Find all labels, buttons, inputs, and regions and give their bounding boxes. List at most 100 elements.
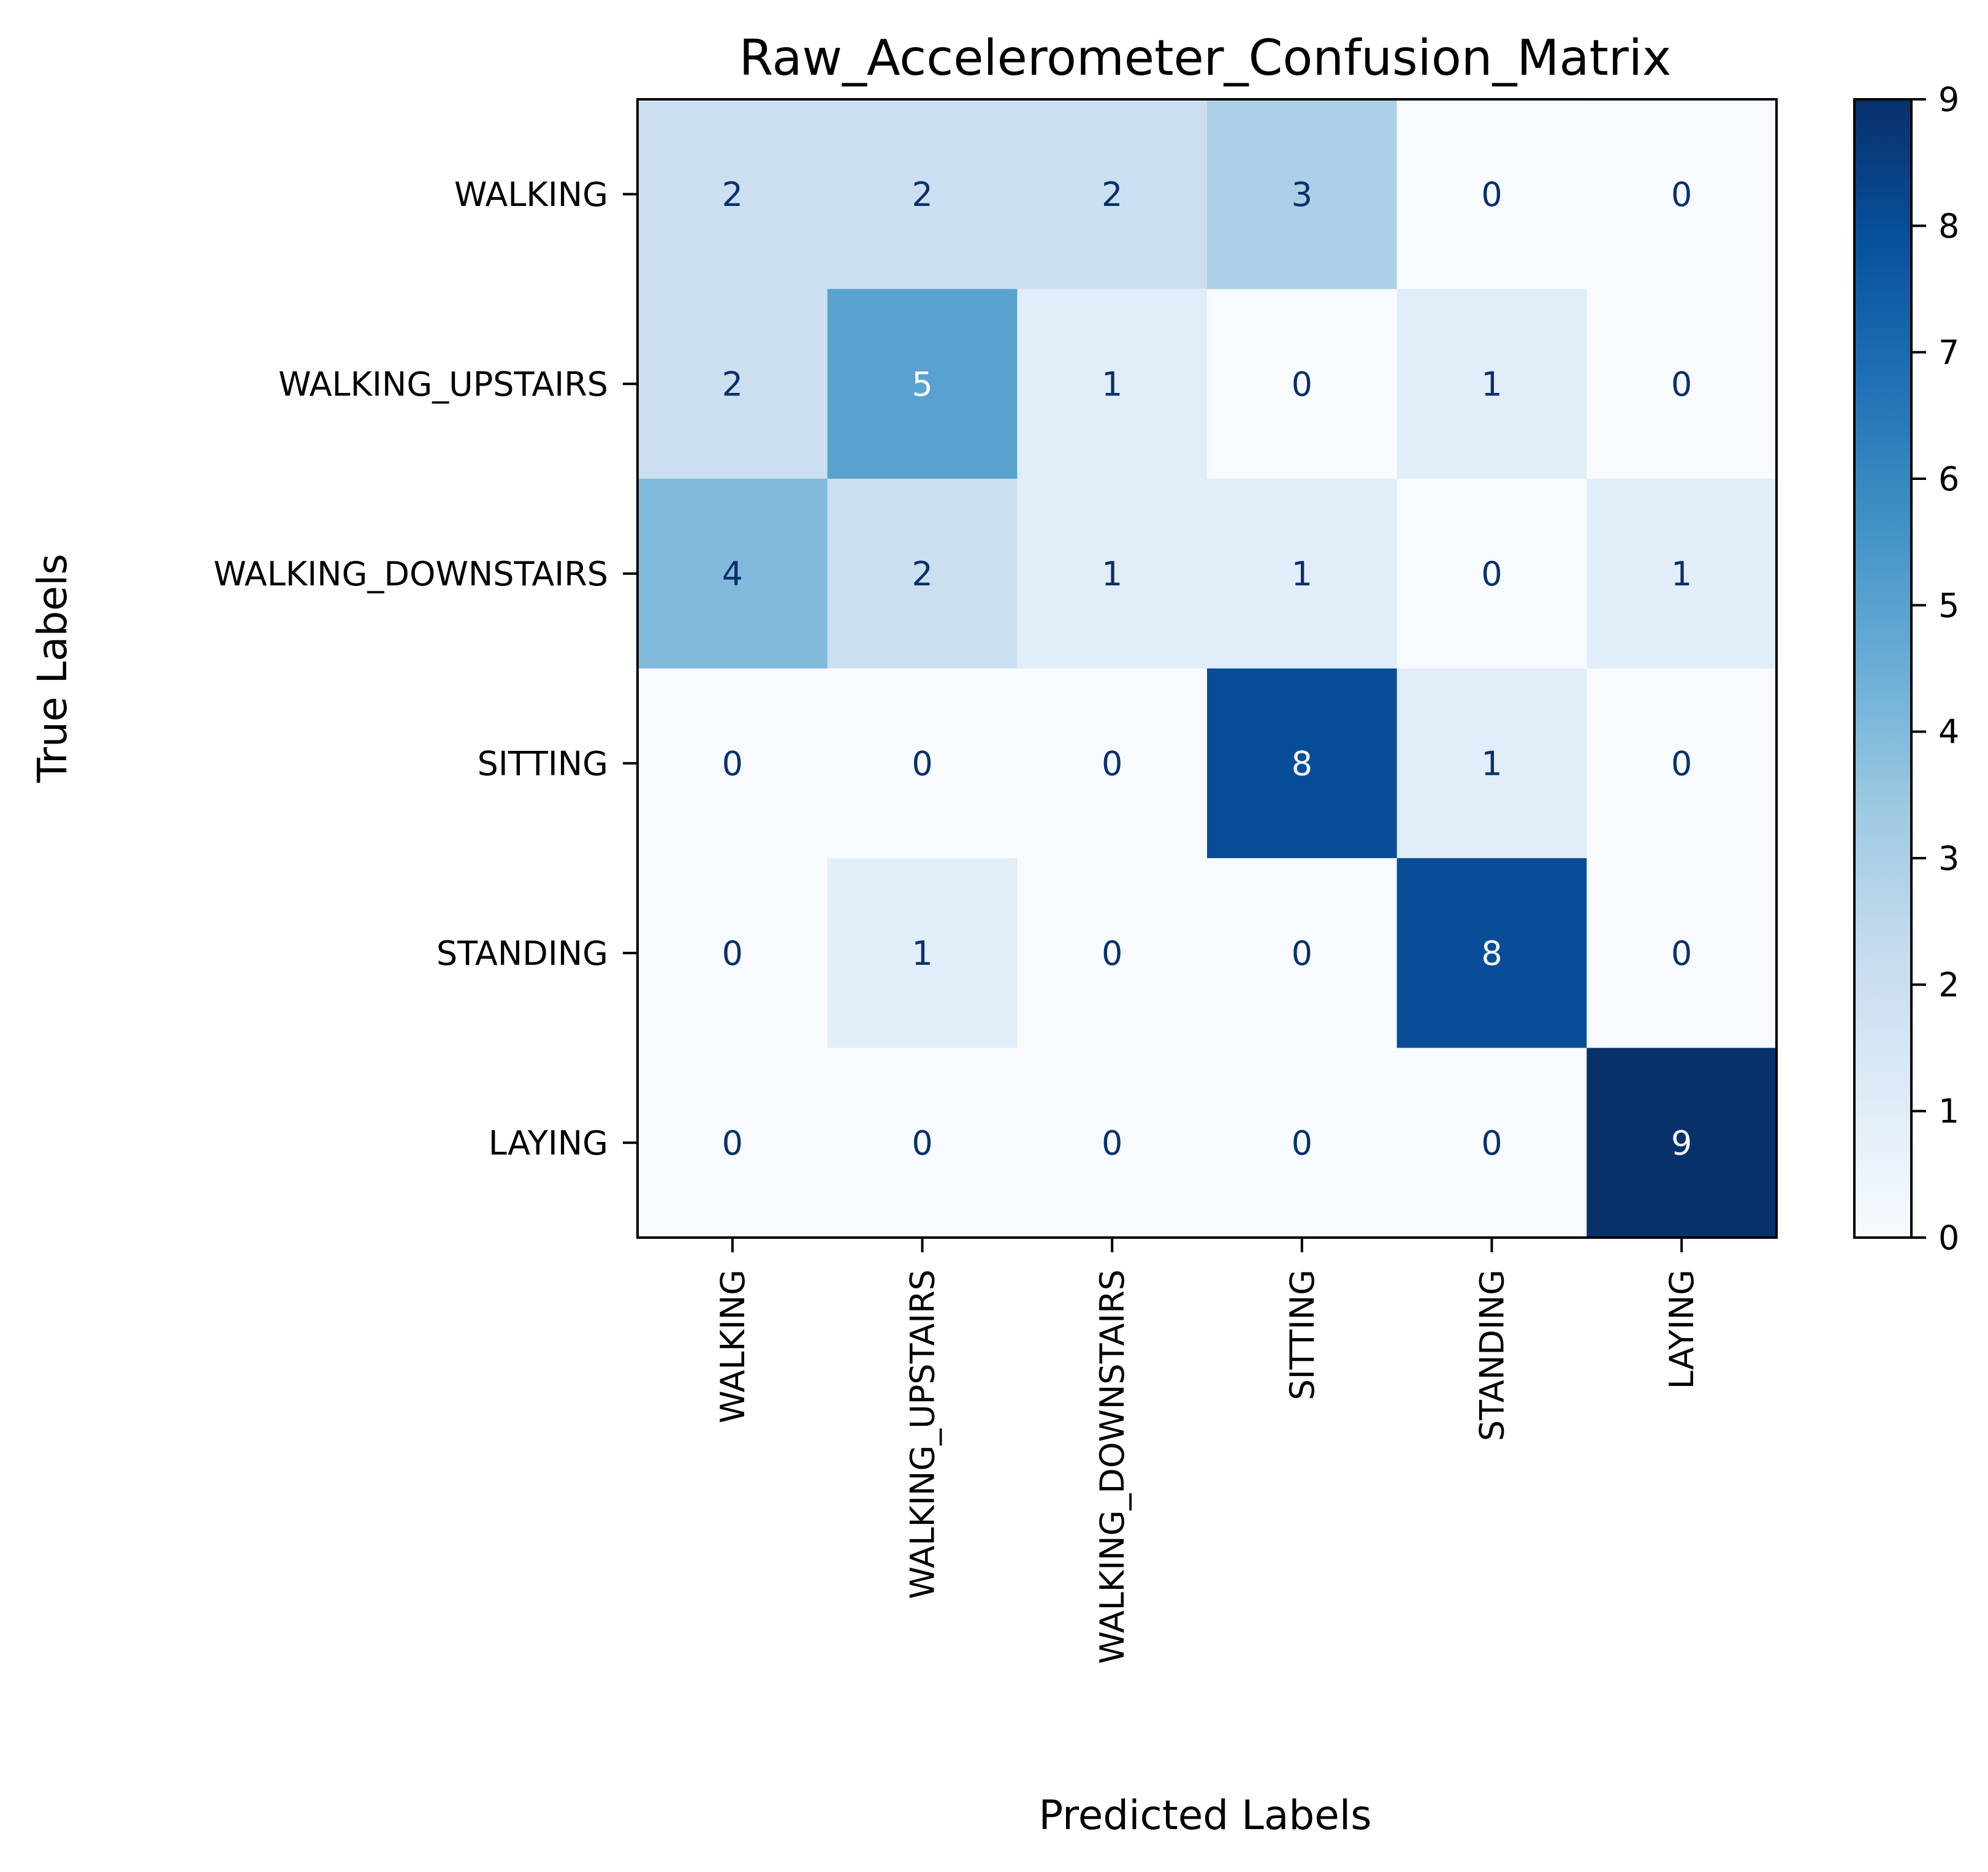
heatmap-cell	[638, 668, 828, 859]
heatmap-cell	[1396, 1048, 1587, 1238]
heatmap-cell	[1017, 99, 1208, 289]
heatmap-cell	[1207, 99, 1398, 289]
colorbar-tick-label: 4	[1938, 713, 1959, 751]
x-tick-label: WALKING	[714, 1269, 752, 1423]
y-tick-label: STANDING	[436, 934, 608, 973]
heatmap-cell	[827, 479, 1018, 669]
cell-value-label: 2	[912, 555, 932, 593]
y-tick-label: WALKING_UPSTAIRS	[278, 365, 608, 403]
x-tick-label: WALKING_UPSTAIRS	[904, 1269, 942, 1599]
cell-value-label: 0	[912, 744, 932, 783]
colorbar	[1853, 98, 1913, 1239]
heatmap-cell	[827, 858, 1018, 1048]
cell-value-label: 0	[1481, 1124, 1502, 1162]
cell-value-label: 2	[722, 365, 743, 403]
heatmap-cell	[1586, 289, 1777, 479]
cell-value-label: 1	[912, 934, 932, 973]
heatmap-cell	[1017, 479, 1208, 669]
x-tick-label: STANDING	[1473, 1269, 1512, 1441]
colorbar-tick-label: 2	[1938, 965, 1959, 1004]
y-tick-label: WALKING	[454, 175, 608, 214]
x-axis-ticks: WALKING WALKING_UPSTAIRS WALKING_DOWNSTAIR…	[714, 1238, 1701, 1664]
cell-value-label: 4	[722, 555, 743, 593]
cell-value-label: 0	[1671, 934, 1692, 973]
heatmap-cell	[1396, 668, 1587, 859]
heatmap-cell	[1207, 668, 1398, 859]
cell-value-label: 0	[722, 744, 743, 783]
heatmap-cell	[827, 668, 1018, 859]
y-tick-label: SITTING	[478, 744, 608, 783]
heatmap-cell	[1396, 289, 1587, 479]
heatmap-cell	[1586, 479, 1777, 669]
heatmap-cell	[1396, 99, 1587, 289]
heatmap-cell	[638, 479, 828, 669]
colorbar-tick-label: 1	[1938, 1092, 1959, 1131]
heatmap-cell	[638, 1048, 828, 1238]
cell-value-label: 8	[1292, 744, 1312, 783]
cell-value-label: 0	[1102, 744, 1122, 783]
cell-value-label: 5	[912, 365, 932, 403]
colorbar-tick-label: 0	[1938, 1219, 1959, 1257]
chart-title: Raw_Accelerometer_Confusion_Matrix	[739, 29, 1672, 86]
cell-value-label: 0	[1481, 175, 1502, 214]
cell-value-label: 2	[912, 175, 932, 214]
cell-value-label: 0	[1671, 744, 1692, 783]
heatmap-cell	[1207, 289, 1398, 479]
colorbar-tick-label: 9	[1938, 80, 1959, 119]
heatmap-cell	[638, 289, 828, 479]
heatmap-cell	[638, 858, 828, 1048]
cell-value-label: 0	[912, 1124, 932, 1162]
colorbar-tick-label: 5	[1938, 586, 1959, 625]
heatmap-cell	[1586, 668, 1777, 859]
heatmap-cell	[1017, 858, 1208, 1048]
x-axis-label: Predicted Labels	[1038, 1792, 1371, 1839]
heatmap-cell	[827, 289, 1018, 479]
y-tick-label: LAYING	[489, 1124, 608, 1162]
cell-value-label: 0	[722, 934, 743, 973]
cell-value-label: 1	[1481, 365, 1502, 403]
cell-value-label: 2	[1102, 175, 1122, 214]
x-tick-label: SITTING	[1283, 1269, 1322, 1400]
y-tick-label: WALKING_DOWNSTAIRS	[213, 555, 608, 593]
y-axis-ticks: WALKING WALKING_UPSTAIRS WALKING_DOWNSTAIR…	[213, 175, 638, 1162]
cell-value-label: 1	[1102, 365, 1122, 403]
heatmap-cell	[1396, 858, 1587, 1048]
heatmap-cell	[1017, 1048, 1208, 1238]
heatmap-cell-labels: 2 2 2 3 0 0 2 5 1 0 1 0 4 2 1 1 0 1 0 0 0 8 1 0 0 1 0 0 8 0 0 0 0 0 0 9	[722, 175, 1693, 1163]
heatmap-cell	[827, 99, 1018, 289]
colorbar-tick-label: 6	[1938, 460, 1959, 498]
y-axis-label: True Labels	[29, 554, 76, 783]
cell-value-label: 0	[1292, 365, 1312, 403]
heatmap-cells	[638, 99, 1777, 1238]
cell-value-label: 0	[1671, 175, 1692, 214]
heatmap-cell	[1207, 1048, 1398, 1238]
x-tick-label: WALKING_DOWNSTAIRS	[1093, 1269, 1132, 1664]
colorbar-tick-label: 3	[1938, 839, 1959, 878]
x-tick-label: LAYING	[1662, 1269, 1701, 1389]
cell-value-label: 0	[1102, 934, 1122, 973]
heatmap-cell	[1017, 289, 1208, 479]
cell-value-label: 1	[1102, 555, 1122, 593]
cell-value-label: 1	[1481, 744, 1502, 783]
cell-value-label: 0	[1671, 365, 1692, 403]
heatmap-cell	[1207, 858, 1398, 1048]
cell-value-label: 0	[1102, 1124, 1122, 1162]
heatmap-cell	[1396, 479, 1587, 669]
heatmap-cell	[827, 1048, 1018, 1238]
colorbar-ticks: 0 1 2 3 4 5 6 7 8 9	[1911, 80, 1959, 1257]
heatmap-cell	[1017, 668, 1208, 859]
heatmap-cell	[638, 99, 828, 289]
cell-value-label: 1	[1671, 555, 1692, 593]
heatmap-cell	[1586, 1048, 1777, 1238]
cell-value-label: 0	[1292, 1124, 1312, 1162]
colorbar-tick-label: 8	[1938, 207, 1959, 245]
cell-value-label: 3	[1292, 175, 1312, 214]
cell-value-label: 0	[722, 1124, 743, 1162]
cell-value-label: 0	[1481, 555, 1502, 593]
cell-value-label: 1	[1292, 555, 1312, 593]
heatmap-cell	[1586, 99, 1777, 289]
cell-value-label: 2	[722, 175, 743, 214]
cell-value-label: 9	[1671, 1124, 1692, 1162]
